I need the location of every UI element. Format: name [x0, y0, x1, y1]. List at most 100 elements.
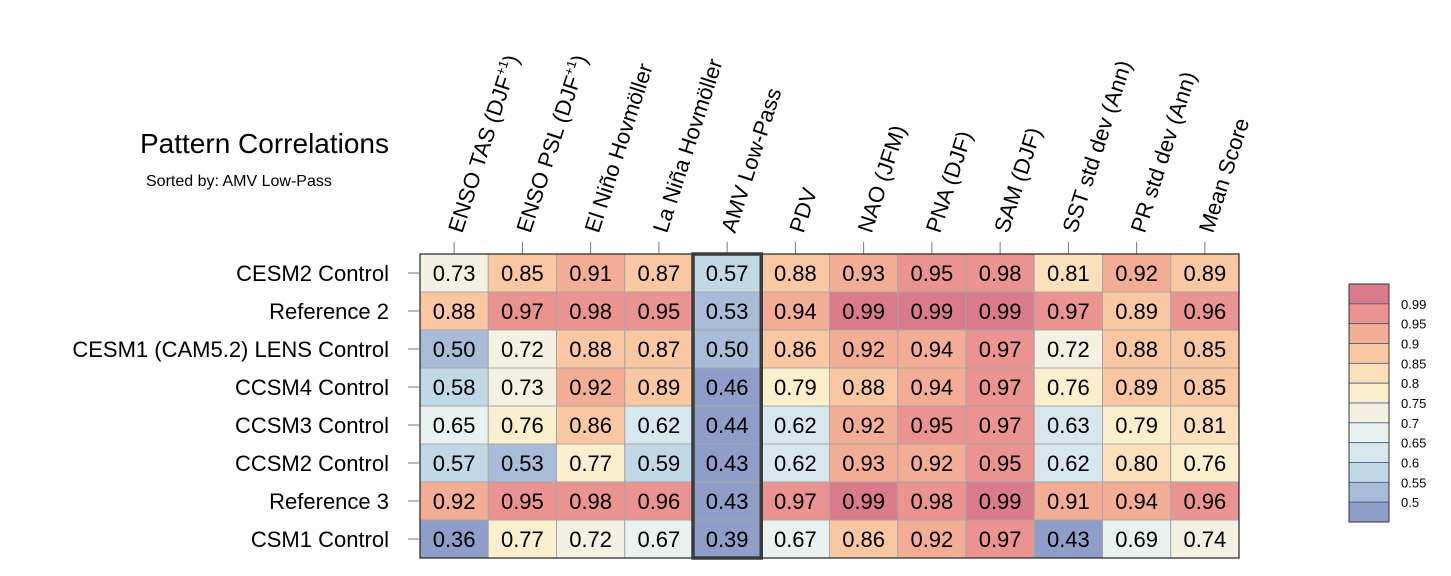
column-label: SST std dev (Ann) — [1057, 57, 1136, 235]
column-label: Mean Score — [1194, 115, 1254, 236]
cell-value: 0.94 — [1115, 489, 1158, 514]
heatmap-cell — [965, 443, 1035, 483]
cell-value: 0.76 — [1047, 375, 1090, 400]
heatmap-cell — [419, 367, 489, 407]
cell-value: 0.88 — [433, 299, 476, 324]
cell-value: 0.95 — [910, 261, 953, 286]
heatmap-cell — [965, 367, 1035, 407]
column-label: SAM (DJF) — [989, 124, 1046, 235]
column-label: ENSO TAS (DJF+1) — [442, 51, 524, 235]
heatmap-cell — [1033, 405, 1103, 445]
cell-value: 0.97 — [979, 337, 1022, 362]
heatmap-cell — [1170, 367, 1240, 407]
cell-value: 0.98 — [569, 299, 612, 324]
heatmap-cell — [829, 519, 899, 559]
cell-value: 0.92 — [910, 451, 953, 476]
cell-value: 0.74 — [1183, 527, 1226, 552]
cell-value: 0.97 — [774, 489, 817, 514]
cell-value: 0.69 — [1115, 527, 1158, 552]
row-labels: CESM2 Control Reference 2 CESM1 (CAM5.2) L… — [72, 261, 420, 552]
heatmap-cell — [692, 291, 762, 331]
row-label: CCSM3 Control — [235, 413, 389, 438]
heatmap-cell — [1102, 329, 1172, 369]
colorbar-label: 0.65 — [1401, 436, 1426, 451]
colorbar-segment — [1348, 283, 1390, 305]
cell-value: 0.92 — [842, 413, 885, 438]
colorbar-segment — [1348, 362, 1390, 384]
heatmap-cell — [487, 329, 557, 369]
colorbar-label: 0.9 — [1401, 337, 1419, 352]
cell-value: 0.53 — [706, 299, 749, 324]
cell-value: 0.98 — [910, 489, 953, 514]
colorbar-frame — [1348, 283, 1390, 523]
column-label: PDV — [784, 184, 822, 235]
colorbar-label: 0.7 — [1401, 416, 1419, 431]
cell-value: 0.97 — [979, 527, 1022, 552]
cell-value: 0.88 — [1115, 337, 1158, 362]
heatmap-cell — [1033, 253, 1103, 293]
heatmap-cell — [829, 405, 899, 445]
heatmap-cell — [829, 253, 899, 293]
chart-subtitle: Sorted by: AMV Low-Pass — [146, 173, 332, 190]
heatmap-cell — [624, 519, 694, 559]
colorbar-segment — [1348, 501, 1390, 523]
cell-value: 0.46 — [706, 375, 749, 400]
column-label: NAO (JFM) — [853, 122, 911, 235]
cell-value: 0.93 — [842, 261, 885, 286]
heatmap-cell — [556, 329, 626, 369]
cell-value: 0.72 — [1047, 337, 1090, 362]
heatmap-cell — [965, 405, 1035, 445]
row-label: CSM1 Control — [251, 527, 389, 552]
colorbar-segment — [1348, 481, 1390, 503]
cell-value: 0.89 — [1183, 261, 1226, 286]
cell-value: 0.89 — [1115, 375, 1158, 400]
cell-value: 0.95 — [979, 451, 1022, 476]
cell-value: 0.65 — [433, 413, 476, 438]
cell-value: 0.43 — [1047, 527, 1090, 552]
heatmap-cell — [829, 443, 899, 483]
heatmap-cell — [556, 405, 626, 445]
heatmap-cell — [1170, 519, 1240, 559]
cell-value: 0.88 — [842, 375, 885, 400]
heatmap-cell — [897, 519, 967, 559]
cell-value: 0.50 — [706, 337, 749, 362]
chart-title: Pattern Correlations — [140, 128, 389, 159]
heatmap-cell — [624, 481, 694, 521]
heatmap-cell — [1033, 443, 1103, 483]
heatmap-cell — [1102, 481, 1172, 521]
cell-value: 0.57 — [433, 451, 476, 476]
heatmap-cell — [692, 519, 762, 559]
cell-value: 0.53 — [501, 451, 544, 476]
heatmap-cell — [897, 291, 967, 331]
cell-value: 0.92 — [842, 337, 885, 362]
heatmap-cell — [692, 367, 762, 407]
cell-value: 0.93 — [842, 451, 885, 476]
row-label: CCSM4 Control — [235, 375, 389, 400]
cell-value: 0.97 — [501, 299, 544, 324]
cell-value: 0.77 — [569, 451, 612, 476]
cell-value: 0.99 — [979, 489, 1022, 514]
cell-value: 0.72 — [501, 337, 544, 362]
heatmap-cell — [419, 443, 489, 483]
cell-value: 0.91 — [1047, 489, 1090, 514]
cell-value: 0.91 — [569, 261, 612, 286]
cell-value: 0.62 — [1047, 451, 1090, 476]
column-label: PNA (DJF) — [921, 128, 977, 236]
heatmap-cell — [556, 443, 626, 483]
cell-value: 0.59 — [637, 451, 680, 476]
heatmap-cell — [556, 519, 626, 559]
cell-value: 0.73 — [501, 375, 544, 400]
cell-value: 0.88 — [569, 337, 612, 362]
colorbar-segment — [1348, 442, 1390, 463]
row-label: CESM2 Control — [236, 261, 389, 286]
row-label: Reference 3 — [269, 489, 389, 514]
heatmap-cell — [692, 443, 762, 483]
colorbar-label: 0.5 — [1401, 495, 1419, 510]
colorbar-segment — [1348, 382, 1390, 404]
row-label: CCSM2 Control — [235, 451, 389, 476]
cell-value: 0.87 — [637, 337, 680, 362]
cell-value: 0.63 — [1047, 413, 1090, 438]
colorbar-label: 0.6 — [1401, 456, 1419, 471]
colorbar-label: 0.75 — [1401, 396, 1426, 411]
colorbar: 0.99 0.95 0.9 0.85 0.8 0.75 0.7 0.65 0.6 0.55 0.5 — [1348, 283, 1426, 523]
